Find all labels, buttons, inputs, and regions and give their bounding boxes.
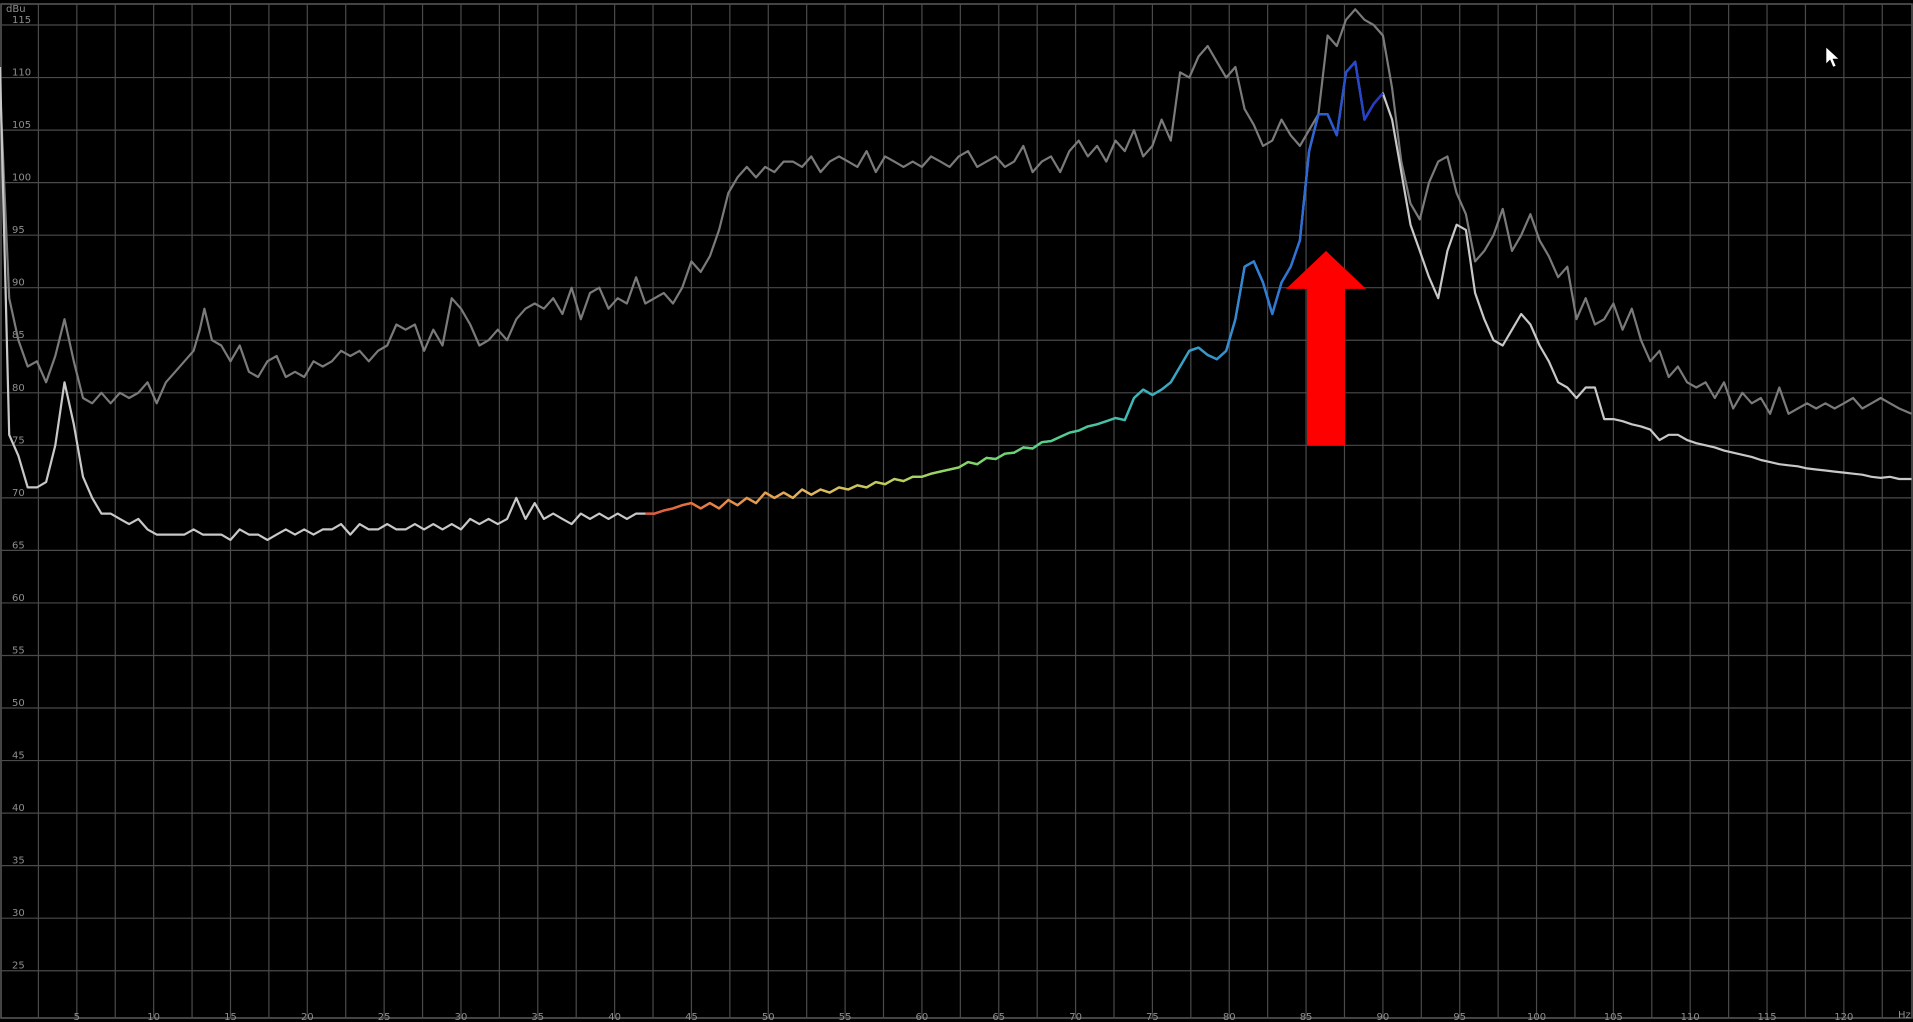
x-tick-label: 65: [992, 1012, 1005, 1022]
grid: [0, 3, 1913, 1019]
pointer-cursor-icon: [1825, 46, 1840, 68]
y-tick-label: 35: [12, 856, 25, 867]
tick-labels: 5 10 15 20 25 30 35 40 45 50 55 60 65 70 75 80 85 90 95 100…: [12, 15, 1853, 1022]
y-tick-label: 60: [12, 593, 25, 604]
x-tick-label: 115: [1757, 1012, 1776, 1022]
y-tick-label: 65: [12, 540, 25, 551]
x-tick-label: 100: [1527, 1012, 1546, 1022]
x-tick-label: 5: [74, 1012, 80, 1022]
x-tick-label: 95: [1453, 1012, 1466, 1022]
x-tick-label: 110: [1681, 1012, 1700, 1022]
x-tick-label: 80: [1223, 1012, 1236, 1022]
y-tick-label: 80: [12, 383, 25, 394]
y-tick-label: 25: [12, 961, 25, 972]
y-tick-label: 70: [12, 488, 25, 499]
y-tick-label: 95: [12, 225, 25, 236]
x-tick-label: 40: [608, 1012, 621, 1022]
x-tick-label: 30: [455, 1012, 468, 1022]
y-tick-label: 30: [12, 908, 25, 919]
y-tick-label: 105: [12, 120, 31, 131]
y-tick-label: 100: [12, 173, 31, 184]
x-tick-label: 60: [916, 1012, 929, 1022]
x-tick-label: 120: [1834, 1012, 1853, 1022]
x-tick-label: 85: [1300, 1012, 1313, 1022]
x-tick-label: 55: [839, 1012, 852, 1022]
y-tick-label: 110: [12, 68, 31, 79]
series-peak-hold: [0, 8, 1912, 415]
y-tick-label: 50: [12, 698, 25, 709]
y-tick-label: 40: [12, 803, 25, 814]
series-live-highlight: [645, 60, 1384, 515]
x-tick-label: 45: [685, 1012, 698, 1022]
mouse-cursor: [1825, 46, 1840, 68]
y-tick-label: 55: [12, 645, 25, 656]
x-tick-label: 20: [301, 1012, 314, 1022]
y-tick-label: 45: [12, 751, 25, 762]
x-tick-label: 70: [1069, 1012, 1082, 1022]
x-tick-label: 10: [147, 1012, 160, 1022]
x-unit-label: Hz: [1898, 1010, 1911, 1021]
x-tick-label: 35: [531, 1012, 544, 1022]
y-unit-label: dBu: [6, 4, 26, 15]
x-tick-label: 15: [224, 1012, 237, 1022]
plot-frame: [0, 3, 1913, 1019]
x-tick-label: 75: [1146, 1012, 1159, 1022]
x-tick-label: 25: [378, 1012, 391, 1022]
y-tick-label: 90: [12, 278, 25, 289]
series: [0, 8, 1912, 542]
x-tick-label: 90: [1377, 1012, 1390, 1022]
x-tick-label: 105: [1604, 1012, 1623, 1022]
y-tick-label: 115: [12, 15, 31, 26]
x-tick-label: 50: [762, 1012, 775, 1022]
red-up-arrow-icon: [1286, 250, 1367, 446]
y-tick-label: 75: [12, 435, 25, 446]
annotations: [1286, 250, 1367, 446]
